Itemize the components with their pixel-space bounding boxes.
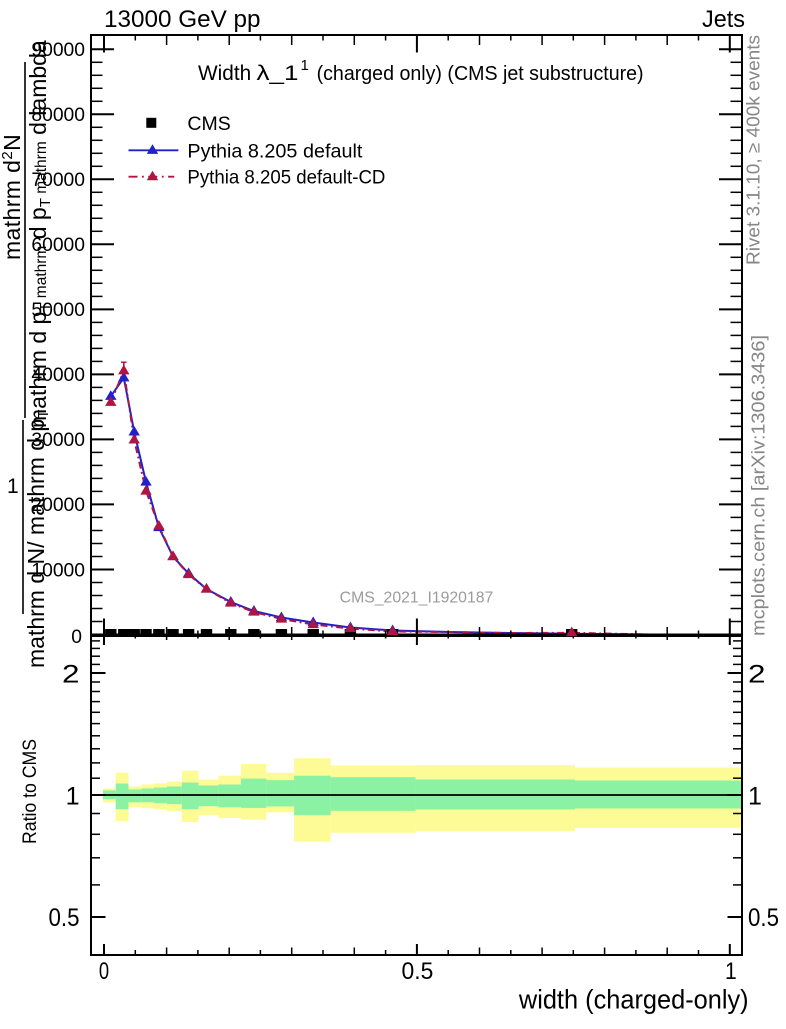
svg-text:0.5: 0.5 — [748, 904, 779, 932]
svg-text:40000: 40000 — [31, 365, 85, 386]
svg-text:0.5: 0.5 — [402, 958, 434, 985]
svg-text:0: 0 — [99, 958, 109, 985]
svg-text:1: 1 — [7, 475, 19, 498]
svg-text:0.5: 0.5 — [49, 904, 80, 932]
svg-text:90000: 90000 — [31, 40, 85, 61]
svg-text:Width: Width — [198, 62, 251, 85]
svg-text:20000: 20000 — [31, 495, 85, 516]
svg-text:Jets: Jets — [702, 6, 745, 33]
svg-text:Pythia 8.205 default: Pythia 8.205 default — [187, 140, 363, 162]
svg-text:mathrm d N/ mathrm d pT: mathrm d N/ mathrm d pT — [23, 410, 52, 668]
svg-text:width (charged-only): width (charged-only) — [518, 985, 749, 1015]
svg-text:1: 1 — [66, 783, 80, 811]
svg-text:λ_1: λ_1 — [257, 62, 299, 85]
svg-text:50000: 50000 — [31, 300, 85, 321]
svg-text:10000: 10000 — [31, 560, 85, 581]
svg-text:Pythia 8.205 default-CD: Pythia 8.205 default-CD — [187, 167, 385, 189]
svg-text:0: 0 — [71, 627, 82, 648]
svg-text:2: 2 — [62, 660, 80, 688]
svg-text:mathrm d pT mathrm d pT mathrm: mathrm d pT mathrm d pT mathrm d lambda — [25, 40, 54, 428]
svg-text:13000 GeV pp: 13000 GeV pp — [104, 6, 261, 33]
svg-text:CMS_2021_I1920187: CMS_2021_I1920187 — [340, 590, 494, 607]
svg-text:30000: 30000 — [31, 430, 85, 451]
svg-text:CMS: CMS — [187, 113, 230, 135]
svg-text:70000: 70000 — [31, 170, 85, 191]
svg-text:mcplots.cern.ch [arXiv:1306.34: mcplots.cern.ch [arXiv:1306.3436] — [748, 335, 769, 636]
svg-text:1: 1 — [301, 57, 309, 74]
svg-text:Rivet 3.1.10, ≥ 400k events: Rivet 3.1.10, ≥ 400k events — [744, 35, 764, 265]
svg-text:1: 1 — [725, 958, 737, 985]
svg-text:Ratio to CMS: Ratio to CMS — [20, 739, 41, 844]
svg-text:60000: 60000 — [31, 235, 85, 256]
svg-text:80000: 80000 — [31, 105, 85, 126]
svg-text:(charged only) (CMS jet substr: (charged only) (CMS jet substructure) — [317, 63, 644, 85]
svg-text:1: 1 — [748, 783, 762, 811]
svg-text:2: 2 — [748, 660, 766, 688]
